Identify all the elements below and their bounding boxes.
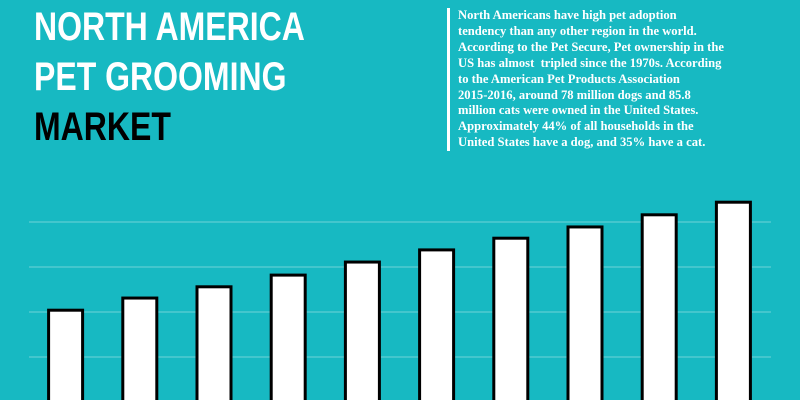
description: North Americans have high pet adoption te… xyxy=(447,8,724,152)
description-line: According to the Pet Secure, Pet ownersh… xyxy=(458,39,724,54)
bar xyxy=(195,285,233,400)
description-line: Approximately 44% of all households in t… xyxy=(458,119,694,134)
bar xyxy=(343,260,381,400)
description-line: US has almost tripled since the 1970s. A… xyxy=(458,55,722,70)
title-line: MARKET xyxy=(34,105,171,149)
title-line: PET GROOMING xyxy=(34,55,287,99)
bar xyxy=(47,308,85,400)
description-line: to the American Pet Products Association xyxy=(458,71,680,86)
bar xyxy=(492,236,530,400)
title-line: NORTH AMERICA xyxy=(34,5,305,49)
bar xyxy=(714,200,752,400)
bar xyxy=(269,273,307,400)
title: NORTH AMERICA PET GROOMING MARKET xyxy=(34,2,305,152)
description-line: North Americans have high pet adoption xyxy=(458,8,677,22)
description-line: United States have a dog, and 35% have a… xyxy=(458,135,706,150)
description-line: million cats were owned in the United St… xyxy=(458,103,699,118)
bar xyxy=(418,248,456,400)
description-line: tendency than any other region in the wo… xyxy=(458,23,697,38)
bar xyxy=(121,296,159,400)
bar xyxy=(640,213,678,400)
description-line: 2015-2016, around 78 million dogs and 85… xyxy=(458,87,691,102)
bar xyxy=(566,225,604,400)
